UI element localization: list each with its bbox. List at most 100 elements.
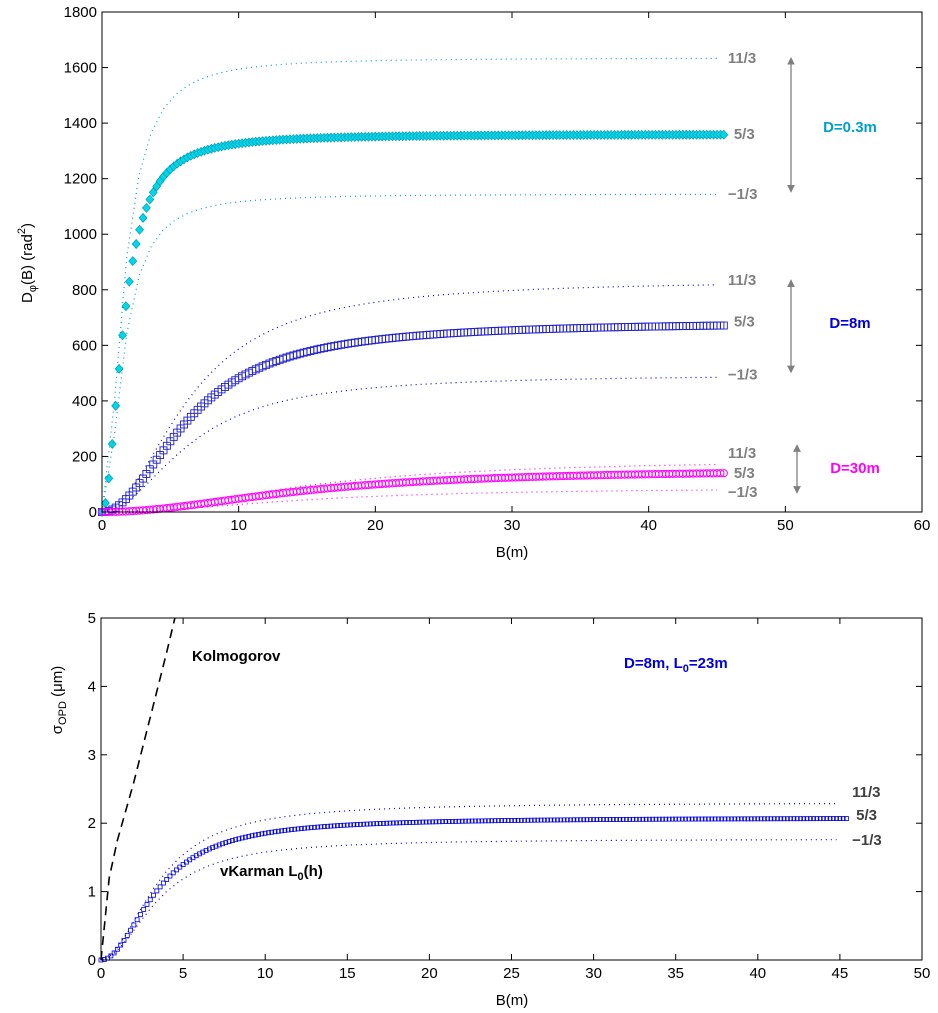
data-point <box>679 816 685 822</box>
top-x-tick-label: 60 <box>914 517 931 534</box>
data-point <box>167 873 173 879</box>
data-point <box>844 816 849 821</box>
data-point <box>108 953 114 959</box>
curve-label-1-0: 11/3 <box>728 272 756 289</box>
data-point <box>706 816 711 822</box>
bottom-x-tick-label: 35 <box>667 965 684 982</box>
data-point <box>134 917 140 923</box>
data-point <box>135 224 144 235</box>
top-curves <box>97 57 729 517</box>
bottom-curves <box>98 617 849 963</box>
data-point <box>686 816 692 822</box>
data-point <box>358 821 363 827</box>
data-point <box>630 816 636 822</box>
data-point <box>160 880 166 886</box>
data-point <box>801 816 807 822</box>
data-point <box>128 256 138 267</box>
top-x-tick-label: 20 <box>367 517 384 534</box>
data-point <box>321 824 327 829</box>
data-point <box>413 819 419 825</box>
data-point <box>371 821 376 827</box>
data-point <box>252 832 258 838</box>
top-y-tick-label: 200 <box>72 448 97 465</box>
data-point <box>561 817 567 823</box>
data-point <box>663 816 669 822</box>
data-point <box>459 818 465 824</box>
data-point <box>637 816 642 822</box>
data-point <box>269 829 275 835</box>
bottom-x-tick-label: 40 <box>749 965 766 982</box>
data-point <box>765 816 771 822</box>
curve-label-1-2: −1/3 <box>728 367 758 384</box>
data-point <box>515 817 521 823</box>
top-x-tick-label: 10 <box>230 517 247 534</box>
data-point <box>236 836 242 842</box>
data-point <box>719 469 728 478</box>
data-point <box>643 816 649 822</box>
group-label-d03: D=0.3m <box>823 119 877 136</box>
data-point <box>243 834 248 840</box>
data-point <box>617 817 623 822</box>
data-point <box>272 829 278 835</box>
data-point <box>174 867 179 873</box>
bottom-y-tick-label: 4 <box>88 678 96 695</box>
data-point <box>400 820 406 826</box>
top-y-tick-label: 600 <box>72 337 97 354</box>
bottom-x-tick-label: 30 <box>585 965 602 982</box>
data-point <box>404 820 409 825</box>
data-point <box>397 820 403 826</box>
data-point <box>387 820 393 826</box>
data-point <box>545 817 551 823</box>
data-point <box>104 473 114 484</box>
data-point <box>532 817 537 823</box>
data-point <box>535 817 541 823</box>
data-point <box>689 816 695 822</box>
bottom-x-tick-label: 5 <box>179 965 187 982</box>
data-point <box>249 833 255 839</box>
data-point <box>683 816 688 822</box>
data-point <box>798 816 803 822</box>
curve-label-1-1: 5/3 <box>734 314 755 331</box>
data-point <box>551 817 557 823</box>
data-point <box>784 816 790 822</box>
data-point <box>824 816 830 822</box>
data-point <box>771 816 777 822</box>
bottom-y-axis-label: σOPD (μm) <box>49 666 69 734</box>
data-point <box>696 816 702 822</box>
data-point <box>758 816 764 822</box>
data-point <box>142 202 151 213</box>
data-point <box>256 832 262 837</box>
data-point <box>725 816 731 822</box>
data-point <box>627 816 633 822</box>
data-point <box>216 842 222 848</box>
data-point <box>259 831 265 837</box>
data-point <box>328 823 334 829</box>
data-point <box>466 818 472 824</box>
data-point <box>587 817 593 823</box>
data-point <box>364 821 370 827</box>
data-point <box>239 835 245 841</box>
bottom-y-tick-label: 3 <box>88 747 96 764</box>
data-point <box>719 129 729 140</box>
group-label-d30: D=30m <box>830 460 880 477</box>
data-point <box>794 816 800 822</box>
data-point <box>670 816 675 822</box>
bottom-curve-main <box>98 816 849 963</box>
curve-label-0-2: −1/3 <box>728 186 758 203</box>
top-plot-frame <box>101 11 923 513</box>
data-point <box>233 837 239 843</box>
top-axes: 0 10 20 30 40 50 60020040060080010001200140016… <box>64 4 931 534</box>
data-point <box>755 816 761 822</box>
data-point <box>367 821 373 827</box>
data-point <box>121 937 127 943</box>
data-point <box>548 817 554 823</box>
data-point <box>489 818 495 824</box>
curve-0-main <box>97 129 729 517</box>
data-point <box>147 897 153 903</box>
top-y-tick-label: 400 <box>72 393 97 410</box>
data-point <box>131 239 141 249</box>
curve-0-2 <box>101 193 718 513</box>
data-point <box>620 817 626 822</box>
data-point <box>768 816 774 822</box>
data-point <box>571 817 577 823</box>
